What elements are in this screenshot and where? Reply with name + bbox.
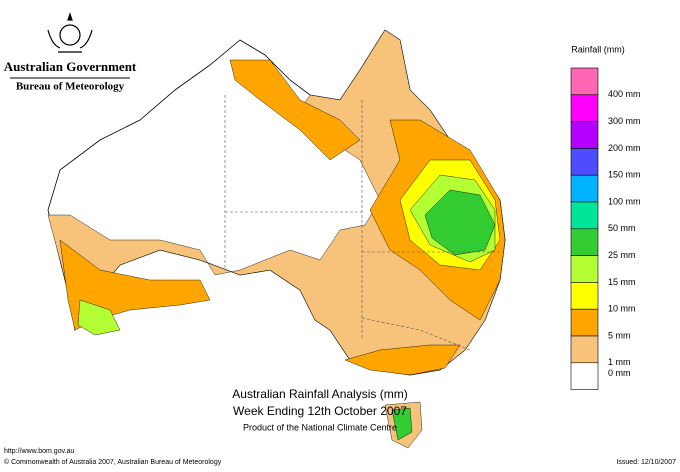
- footer-url: http://www.bom.gov.au: [4, 448, 74, 455]
- footer-copyright: © Commonwealth of Australia 2007, Austra…: [4, 458, 222, 466]
- legend-swatch: [570, 228, 599, 256]
- title-line: Australian Rainfall Analysis (mm): [232, 387, 407, 401]
- government-name: Australian Government: [4, 59, 137, 74]
- legend-swatch: [570, 174, 599, 203]
- legend-swatch: [570, 255, 599, 283]
- legend-label: 50 mm: [608, 223, 636, 233]
- bureau-name: Bureau of Meteorology: [16, 81, 125, 93]
- legend: Rainfall (mm) 400 mm 300 mm 200 mm 150 mm 10…: [570, 44, 641, 390]
- legend-swatch: [570, 201, 599, 230]
- legend-label: 5 mm: [608, 330, 631, 340]
- state-borders: [224, 95, 500, 351]
- legend-title: Rainfall (mm): [571, 44, 625, 54]
- legend-swatch: [570, 148, 599, 176]
- legend-swatch: [570, 94, 599, 122]
- legend-label: 150 mm: [608, 170, 641, 180]
- rain-areas: [47, 29, 506, 449]
- legend-swatch: [570, 335, 599, 364]
- legend-label: 400 mm: [608, 89, 641, 99]
- title-line: Product of the National Climate Centre: [243, 422, 397, 432]
- legend-label: 25 mm: [608, 250, 636, 260]
- legend-swatch: [570, 67, 599, 96]
- footer-issued: Issued: 12/10/2007: [616, 459, 676, 466]
- legend-label: 15 mm: [608, 277, 636, 287]
- legend-label: 1 mm: [608, 357, 631, 367]
- legend-swatch: [570, 362, 599, 390]
- legend-swatch: [570, 308, 599, 337]
- legend-label: 10 mm: [608, 304, 636, 314]
- legend-label: 200 mm: [608, 143, 641, 153]
- legend-label: 300 mm: [608, 116, 641, 126]
- legend-swatch: [570, 282, 599, 310]
- legend-label: 100 mm: [608, 196, 641, 206]
- legend-swatch: [570, 121, 599, 149]
- title-line: Week Ending 12th October 2007: [233, 404, 407, 418]
- legend-label: 0 mm: [608, 368, 631, 378]
- crest: [47, 12, 93, 53]
